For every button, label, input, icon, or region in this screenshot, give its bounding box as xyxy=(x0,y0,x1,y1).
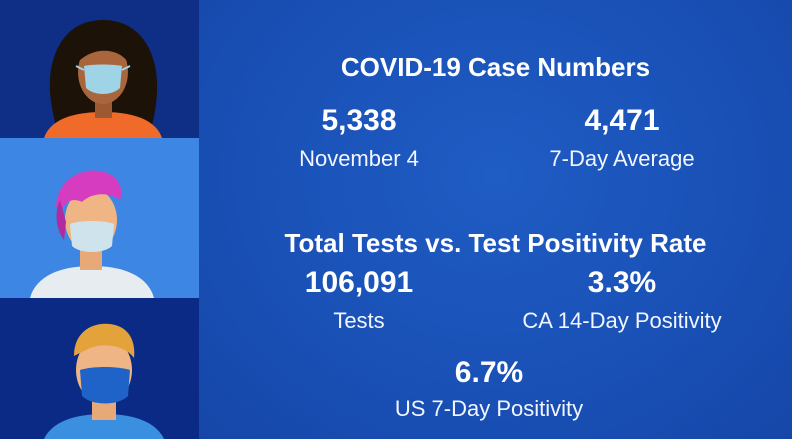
illustration-sidebar xyxy=(0,0,199,439)
us-positivity-value: 6.7% xyxy=(454,356,524,389)
us-positivity-label: US 7-Day Positivity xyxy=(394,396,584,421)
total-tests-value: 106,091 xyxy=(304,266,414,299)
seven-day-average-value: 4,471 xyxy=(584,104,660,137)
testing-title: Total Tests vs. Test Positivity Rate xyxy=(284,228,707,258)
person-pink-hair-mask-icon xyxy=(30,170,154,298)
illustration-panel-bottom xyxy=(0,298,199,439)
woman-with-mask-icon xyxy=(44,20,162,138)
total-tests-label: Tests xyxy=(333,308,385,333)
seven-day-average-label: 7-Day Average xyxy=(549,146,695,171)
daily-cases-value: 5,338 xyxy=(321,104,397,137)
case-numbers-title: COVID-19 Case Numbers xyxy=(340,52,651,82)
ca-positivity-value: 3.3% xyxy=(587,266,657,299)
illustration-panel-top xyxy=(0,0,199,138)
man-blue-mask-icon xyxy=(44,323,164,439)
stats-area: COVID-19 Case Numbers 5,338 November 4 4… xyxy=(199,0,792,439)
illustration-panel-middle xyxy=(0,138,199,298)
daily-cases-label: November 4 xyxy=(299,146,419,171)
ca-positivity-label: CA 14-Day Positivity xyxy=(522,308,722,333)
